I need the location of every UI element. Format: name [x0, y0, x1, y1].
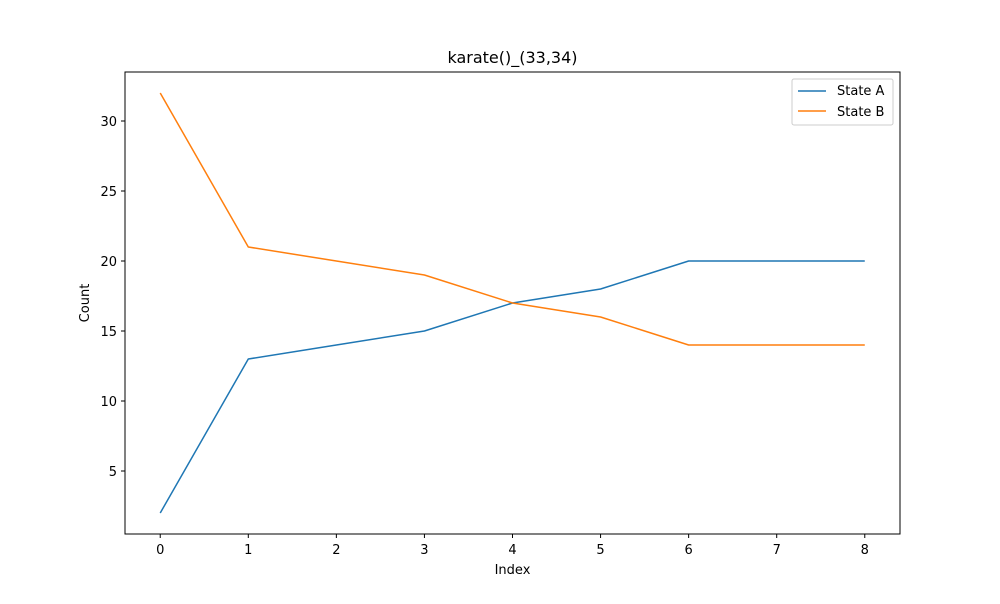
- y-axis: 5 10 15 20 25 30: [100, 115, 125, 480]
- x-tick-label: 0: [156, 543, 164, 558]
- y-tick-label: 30: [100, 115, 117, 130]
- x-tick-label: 5: [596, 543, 604, 558]
- series-line-state-b: [159, 92, 865, 346]
- x-tick-label: 1: [244, 543, 252, 558]
- y-tick-label: 20: [100, 255, 117, 270]
- x-tick-label: 3: [420, 543, 428, 558]
- x-axis: 0 1 2 3 4 5 6 7 8: [156, 534, 869, 558]
- x-tick-label: 8: [861, 543, 869, 558]
- x-axis-label: Index: [495, 563, 531, 578]
- y-tick-label: 10: [100, 395, 117, 410]
- y-tick-label: 5: [109, 465, 117, 480]
- x-tick-label: 6: [684, 543, 692, 558]
- x-tick-label: 4: [508, 543, 516, 558]
- chart-title: karate()_(33,34): [447, 48, 577, 68]
- y-axis-label: Count: [78, 284, 93, 323]
- y-tick-label: 15: [100, 325, 117, 340]
- legend: State A State B: [791, 78, 894, 126]
- series-layer: [159, 92, 865, 514]
- legend-label-state-b: State B: [837, 105, 884, 120]
- y-tick-label: 25: [100, 185, 117, 200]
- x-tick-label: 2: [332, 543, 340, 558]
- legend-label-state-a: State A: [837, 84, 885, 99]
- x-tick-label: 7: [773, 543, 781, 558]
